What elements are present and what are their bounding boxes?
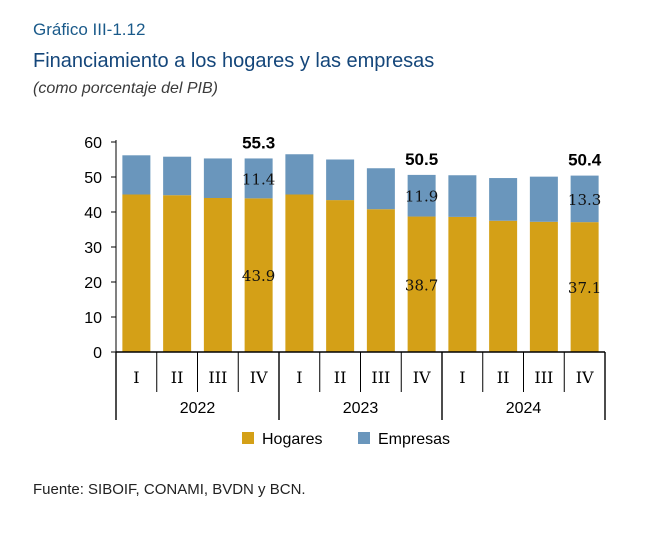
x-group-label: 2022: [180, 400, 216, 417]
x-tick-label: I: [459, 368, 465, 387]
x-tick-label: I: [296, 368, 302, 387]
data-label-empresas: 11.9: [405, 188, 438, 206]
x-tick-label: I: [133, 368, 139, 387]
legend-label-empresas: Empresas: [378, 431, 450, 448]
bar-hogares: [489, 220, 518, 352]
bar-empresas: [448, 175, 477, 217]
x-tick-label: IV: [250, 368, 268, 387]
bar-hogares: [163, 195, 192, 352]
data-label-total: 55.3: [242, 133, 275, 152]
bar-empresas: [489, 178, 518, 221]
bar-empresas: [163, 156, 192, 196]
data-label-hogares: 43.9: [242, 267, 275, 285]
bar-hogares: [122, 194, 151, 352]
x-tick-label: II: [334, 368, 347, 387]
source-note: Fuente: SIBOIF, CONAMI, BVDN y BCN.: [33, 481, 306, 498]
bar-empresas: [203, 158, 232, 198]
data-label-hogares: 37.1: [568, 279, 601, 297]
chart-subtitle: (como porcentaje del PIB): [33, 80, 218, 97]
bar-hogares: [407, 216, 436, 352]
figure-number: Gráfico III-1.12: [33, 20, 146, 39]
y-tick-label: 40: [84, 205, 102, 222]
bar-hogares: [326, 200, 355, 352]
bar-hogares: [570, 222, 599, 352]
bar-hogares: [244, 198, 273, 352]
legend-swatch-empresas: [358, 432, 370, 444]
y-tick-label: 20: [84, 275, 102, 292]
x-group-label: 2023: [343, 400, 379, 417]
bar-hogares: [203, 198, 232, 352]
legend-swatch-hogares: [242, 432, 254, 444]
y-tick-label: 60: [84, 135, 102, 152]
data-label-hogares: 38.7: [405, 276, 438, 294]
bar-empresas: [285, 154, 314, 195]
y-tick-label: 30: [84, 240, 102, 257]
bar-empresas: [407, 174, 436, 217]
bar-hogares: [529, 221, 558, 352]
bar-empresas: [122, 155, 151, 195]
bar-hogares: [448, 216, 477, 352]
data-label-empresas: 11.4: [242, 170, 275, 188]
data-label-total: 50.4: [568, 151, 602, 170]
bar-hogares: [285, 194, 314, 352]
y-tick-label: 0: [93, 345, 102, 362]
data-label-total: 50.5: [405, 150, 438, 169]
x-tick-label: II: [497, 368, 510, 387]
bar-empresas: [570, 175, 599, 223]
x-tick-label: III: [534, 368, 553, 387]
chart-title: Financiamiento a los hogares y las empre…: [33, 50, 435, 72]
bar-empresas: [529, 176, 558, 222]
y-tick-label: 10: [84, 310, 102, 327]
bar-hogares: [366, 209, 395, 352]
x-group-label: 2024: [506, 400, 542, 417]
y-tick-label: 50: [84, 170, 102, 187]
x-tick-label: II: [171, 368, 184, 387]
x-tick-label: III: [208, 368, 227, 387]
data-label-empresas: 13.3: [568, 191, 601, 209]
bar-empresas: [366, 168, 395, 210]
bar-empresas: [326, 159, 355, 201]
x-tick-label: IV: [576, 368, 594, 387]
bar-empresas: [244, 158, 273, 199]
legend-label-hogares: Hogares: [262, 431, 322, 448]
x-tick-label: IV: [413, 368, 431, 387]
x-tick-label: III: [371, 368, 390, 387]
